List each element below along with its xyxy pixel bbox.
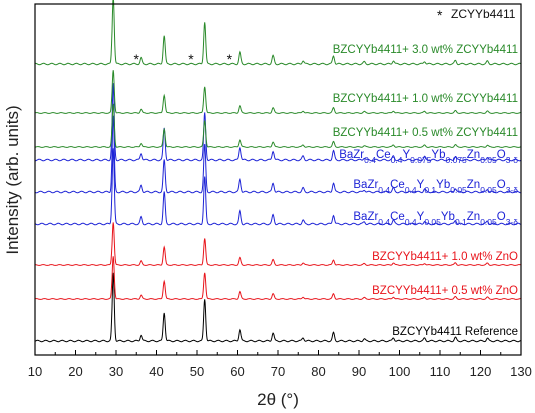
x-axis-title: 2θ (°) [257,390,299,409]
xrd-trace-5 [34,115,522,194]
series-label-6: BaZr0.4Ce0.4Y0.075Yb0.075Zn0.05O3-δ [339,149,518,165]
xrd-trace-2 [34,256,521,300]
x-tick-label-90: 90 [352,364,366,379]
series-label-2: BZCYYb4411+ 0.5 wt% ZnO [372,285,518,297]
xrd-trace-1 [34,272,522,343]
x-tick-label-80: 80 [311,364,325,379]
x-tick-label-130: 130 [510,364,532,379]
series-label-8: BZCYYb4411+ 1.0 wt% ZCYYb4411 [333,93,518,105]
impurity-mark-1: * [134,51,140,67]
x-tick-label-100: 100 [389,364,411,379]
x-tick-label-70: 70 [271,364,285,379]
impurity-marks: * * * [134,51,233,67]
xrd-trace-6 [34,83,522,162]
series-labels: BZCYYb4411 Reference BZCYYb4411+ 0.5 wt% … [333,44,519,338]
impurity-mark-2: * [188,51,194,67]
x-tick-label-30: 30 [109,364,123,379]
legend: * ZCYYb4411 [437,7,516,23]
xrd-trace-7 [34,103,522,148]
x-tick-label-40: 40 [149,364,163,379]
xrd-trace-3 [34,222,522,266]
x-tick-label-10: 10 [28,364,42,379]
series-label-9: BZCYYb4411+ 3.0 wt% ZCYYb4411 [333,44,518,56]
xrd-trace-4 [34,148,522,226]
x-tick-label-60: 60 [230,364,244,379]
y-axis-title: Intensity (arb. units) [3,105,22,254]
x-tick-label-50: 50 [190,364,204,379]
series-label-3: BZCYYb4411+ 1.0 wt% ZnO [372,251,518,263]
series-label-1: BZCYYb4411 Reference [392,326,518,338]
xrd-trace-8 [34,70,521,114]
xrd-traces [34,0,522,343]
x-axis-ticks: 10 20 30 40 50 60 70 80 90 100 110 120 130 [28,350,532,379]
x-tick-label-20: 20 [68,364,82,379]
legend-label: ZCYYb4411 [451,7,516,21]
series-label-7: BZCYYb4411+ 0.5 wt% ZCYYb4411 [333,127,518,139]
series-label-4: BaZr0.4Ce0.4Y0.05Yb0.1Zn0.05O3-δ [353,211,518,227]
xrd-trace-9 [34,0,522,66]
impurity-mark-3: * [227,51,233,67]
series-label-5: BaZr0.4Ce0.4Y0.1Yb0.05Zn0.05O3-δ [353,179,518,195]
x-tick-label-110: 110 [430,364,451,379]
x-tick-label-120: 120 [470,364,492,379]
legend-marker: * [437,7,443,23]
